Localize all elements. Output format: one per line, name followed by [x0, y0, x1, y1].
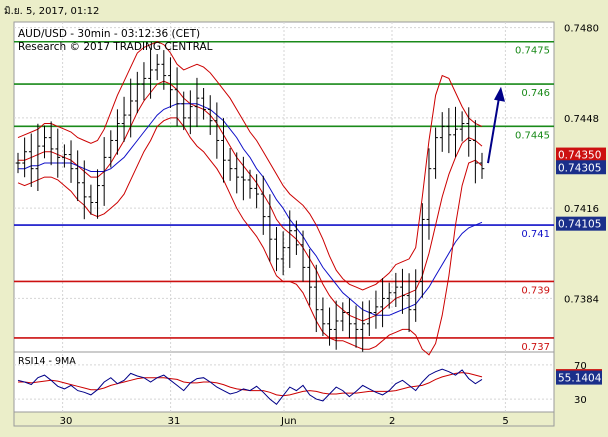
current-price-tag: 0.74305	[558, 162, 601, 174]
rsi-current-tag: 55.1404	[558, 373, 602, 385]
price-bars	[15, 49, 485, 352]
arrow-head	[494, 86, 505, 102]
level-label: 0.7475	[515, 46, 550, 57]
arrow-up	[487, 86, 505, 164]
chart-subtitle: Research © 2017 TRADING CENTRAL	[18, 41, 213, 53]
chart-title: AUD/USD - 30min - 03:12:36 (CET)	[18, 28, 200, 40]
chart-date-time: มิ.ย. 5, 2017, 01:12	[4, 6, 99, 17]
level-label: 0.741	[521, 229, 550, 240]
level-label: 0.746	[521, 88, 550, 99]
rsi-line	[17, 368, 483, 406]
prev-price-tag-bg	[556, 147, 606, 162]
x-tick-label: 30	[60, 416, 73, 427]
y-tick-label: 0.7480	[564, 24, 599, 35]
x-tick-label: 31	[168, 416, 181, 427]
x-tick-label: 5	[502, 416, 508, 427]
arrow-line	[487, 97, 500, 164]
rsi-tick-label: 30	[574, 395, 587, 406]
level-label: 0.7445	[515, 130, 550, 141]
band_upper-line	[17, 41, 483, 291]
y-tick-label: 0.7384	[564, 294, 599, 305]
y-tick-label: 0.7416	[564, 204, 599, 215]
prev-price-tag: 0.74350	[558, 150, 601, 162]
rsi-title: RSI14 - 9MA	[18, 356, 76, 367]
level-label: 0.739	[521, 285, 550, 296]
ma_slow-line	[18, 103, 483, 316]
x-tick-label: Jun	[280, 416, 297, 427]
pivot-price-tag-bg	[556, 216, 606, 231]
current-price-tag-bg	[556, 160, 606, 175]
band_lower-line	[17, 117, 483, 356]
rsi-panel: 703056.88255.1404	[14, 361, 602, 406]
pivot-price-tag: 0.74105	[558, 219, 601, 231]
rsi-tick-label: 70	[574, 361, 587, 372]
y-tick-label: 0.7448	[564, 114, 599, 125]
level-label: 0.737	[521, 342, 550, 353]
rsi-current-tag-bg	[556, 370, 602, 385]
axis-labels: 30 31 Jun 2 5 0.7480 0.7448 0.7416 0.7384 0.74350…	[60, 24, 606, 427]
x-tick-label: 2	[389, 416, 395, 427]
